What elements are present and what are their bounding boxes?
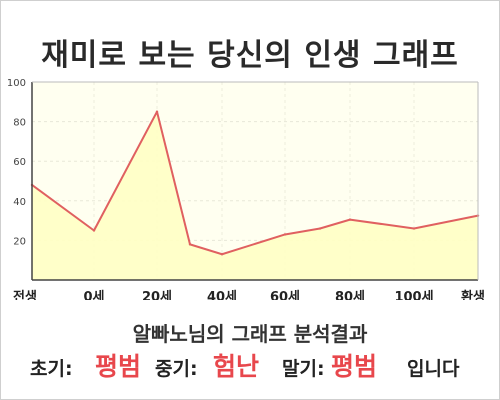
x-tick-label: 80세 [335, 290, 365, 300]
result-caption: 알빠노님의 그래프 분석결과 [132, 322, 368, 346]
data-point [92, 229, 96, 232]
y-tick-label: 60 [13, 157, 26, 168]
data-point [188, 243, 192, 246]
x-tick-label: 0세 [83, 290, 104, 300]
chart-title: 재미로 보는 당신의 인생 그래프 [41, 38, 459, 73]
series-line [31, 110, 479, 256]
result-summary: 초기: 평범 중기: 험난 말기: 평범 입니다 [0, 346, 500, 382]
x-tick-label: 환생 [461, 289, 485, 300]
life-graph-chart: 20 40 60 80 100 전생 0세 20세 40세 60세 80세 100세 환생 [7, 78, 485, 300]
late-value: 평범 [331, 352, 378, 381]
data-point [318, 227, 322, 230]
y-tick-label: 40 [13, 197, 26, 208]
data-point [412, 227, 416, 230]
mid-value: 험난 [213, 352, 260, 381]
early-label: 초기: [30, 358, 73, 380]
x-tick-label: 전생 [13, 289, 37, 300]
x-tick-label: 100세 [394, 290, 433, 300]
data-point [283, 233, 287, 236]
data-point [348, 218, 352, 221]
early-value: 평범 [95, 352, 142, 381]
ending-text: 입니다 [407, 358, 460, 380]
area-fill [32, 111, 478, 280]
x-tick-label: 40세 [207, 290, 237, 300]
y-tick-label: 80 [13, 118, 26, 129]
y-tick-label: 20 [13, 236, 26, 247]
data-point [155, 110, 159, 113]
mid-label: 중기: [155, 358, 198, 380]
late-label: 말기: [282, 358, 325, 380]
y-tick-label: 100 [7, 78, 26, 89]
x-tick-label: 20세 [142, 290, 172, 300]
data-point [220, 253, 224, 256]
x-tick-label: 60세 [270, 290, 300, 300]
